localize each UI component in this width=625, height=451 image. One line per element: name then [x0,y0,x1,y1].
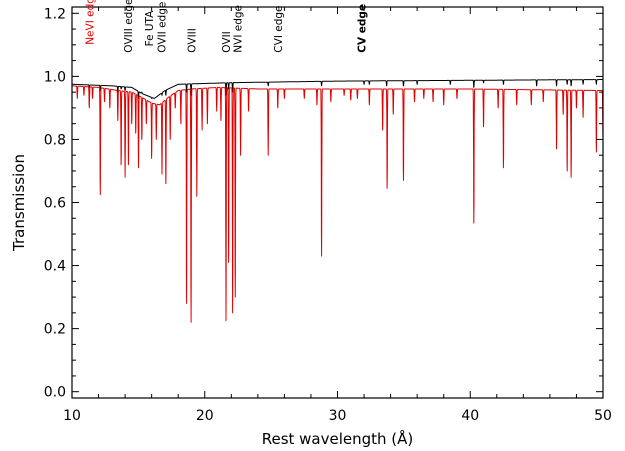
y-tick-label: 1.2 [44,6,66,22]
x-axis-title: Rest wavelength (Å) [262,429,414,448]
y-tick-label: 1.0 [44,69,66,85]
x-tick-label: 40 [461,408,479,424]
y-tick-label: 0.0 [44,385,66,401]
tick-labels: 10 20 30 40 50 0.0 0.2 0.4 0.6 0.8 1.0 1.2 [44,6,612,424]
annotation-label: OVII edge [157,2,169,53]
axis-ticks [71,7,604,398]
annotation-label: NVI edge [232,5,244,53]
x-tick-label: 20 [196,408,214,424]
y-tick-label: 0.4 [44,259,66,275]
y-tick-label: 0.2 [44,322,66,338]
y-tick-label: 0.8 [44,132,66,148]
annotations: NeVI edge OVIII edge Fe UTA OVII edge OVIII O… [84,0,368,53]
annotation-label: Fe UTA [144,10,156,47]
annotation-label: OVIII edge [123,0,135,53]
series-2-line [71,85,604,323]
x-tick-label: 10 [63,408,81,424]
y-tick-label: 0.6 [44,196,66,212]
series-1-line [71,79,604,99]
annotation-label: CV edge [356,4,368,53]
series-layer [71,79,604,323]
x-tick-label: 30 [329,408,347,424]
annotation-label: OVIII [187,28,199,53]
annotation-label: OVII [221,31,233,52]
annotation-label: CVI edge [273,5,285,52]
plot-frame [71,6,604,399]
y-axis-title: Transmission [10,154,28,252]
x-tick-label: 50 [594,408,612,424]
annotation-label: NeVI edge [84,0,96,45]
